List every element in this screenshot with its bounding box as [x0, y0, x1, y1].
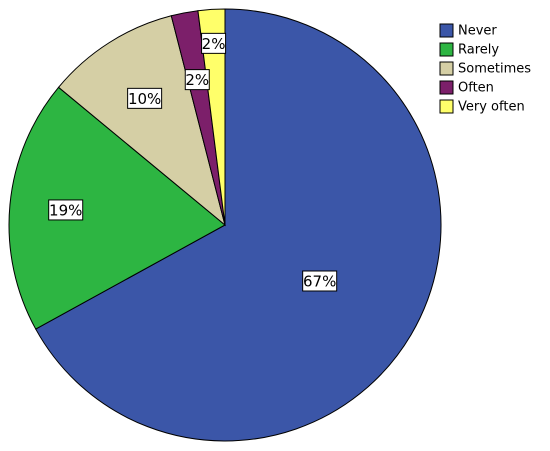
- legend-label: Often: [458, 81, 494, 96]
- legend-label: Very often: [458, 100, 525, 115]
- data-label-text: 2%: [185, 71, 209, 89]
- legend-swatch: [439, 61, 454, 76]
- data-label-sometimes: 10%: [127, 87, 163, 109]
- data-label-text: 19%: [49, 201, 82, 219]
- pie-slices: [8, 8, 442, 442]
- legend-swatch: [439, 99, 454, 114]
- data-label-very-often: 2%: [201, 32, 227, 54]
- data-label-box: [184, 69, 210, 91]
- legend-label: Never: [458, 24, 497, 39]
- data-label-box: [201, 32, 227, 54]
- legend: Never Rarely Sometimes Often Very often: [439, 23, 531, 115]
- legend-swatch: [439, 80, 454, 95]
- legend-item-rarely: Rarely: [439, 42, 499, 58]
- pie-slice-rarely: [8, 86, 226, 330]
- pie-slice-never: [35, 8, 442, 442]
- data-label-text: 10%: [128, 90, 161, 108]
- legend-item-sometimes: Sometimes: [439, 61, 531, 77]
- legend-swatch: [439, 42, 454, 57]
- legend-label: Sometimes: [458, 62, 531, 77]
- pie-slice-sometimes: [57, 15, 226, 227]
- data-label-often: 2%: [184, 69, 210, 91]
- legend-item-never: Never: [439, 23, 497, 39]
- data-label-rarely: 19%: [48, 199, 84, 221]
- data-label-box: [48, 199, 84, 221]
- legend-swatch: [439, 23, 454, 38]
- legend-item-often: Often: [439, 80, 494, 96]
- pie-slice-very-often: [197, 8, 226, 226]
- legend-item-very-often: Very often: [439, 99, 525, 115]
- data-label-never: 67%: [302, 270, 338, 292]
- data-label-box: [127, 87, 163, 109]
- pie-data-labels: 67% 19% 10% 2% 2%: [48, 32, 338, 292]
- data-label-box: [302, 270, 338, 292]
- data-label-text: 67%: [303, 272, 336, 290]
- data-label-text: 2%: [202, 35, 226, 53]
- legend-label: Rarely: [458, 43, 499, 58]
